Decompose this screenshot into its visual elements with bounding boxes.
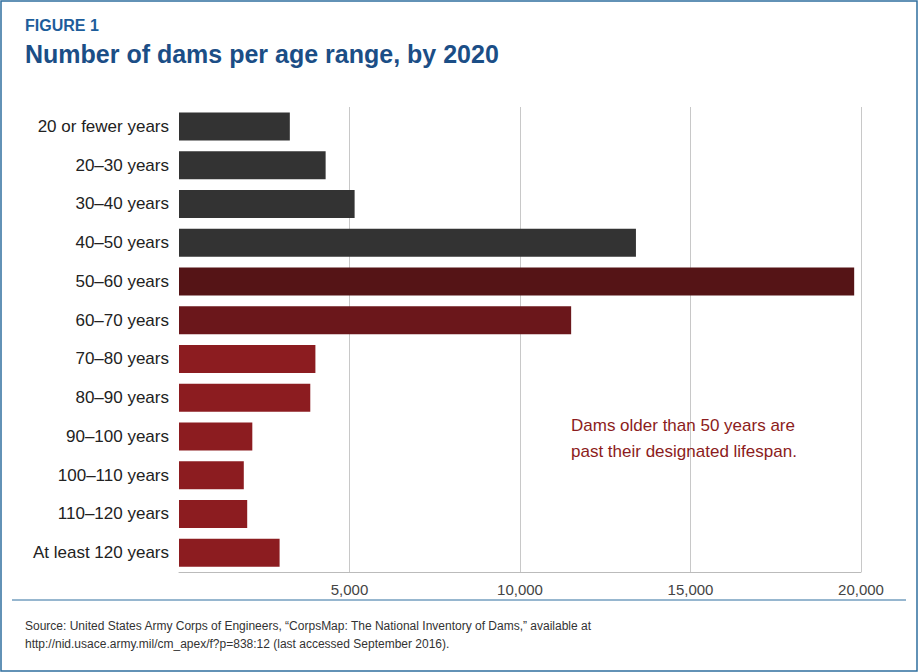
svg-text:5,000: 5,000 xyxy=(331,581,369,598)
svg-text:20 or fewer years: 20 or fewer years xyxy=(38,117,169,136)
svg-text:15,000: 15,000 xyxy=(668,581,714,598)
svg-text:10,000: 10,000 xyxy=(497,581,543,598)
svg-text:100–110 years: 100–110 years xyxy=(58,466,169,485)
svg-text:30–40 years: 30–40 years xyxy=(75,194,169,213)
svg-text:60–70 years: 60–70 years xyxy=(75,311,169,330)
svg-text:http://nid.usace.army.mil/cm_a: http://nid.usace.army.mil/cm_apex/f?p=83… xyxy=(25,637,449,651)
svg-text:20,000: 20,000 xyxy=(838,581,884,598)
svg-text:FIGURE 1: FIGURE 1 xyxy=(25,17,99,34)
svg-text:20–30 years: 20–30 years xyxy=(75,156,169,175)
svg-text:Dams older than 50 years are: Dams older than 50 years are xyxy=(571,416,795,435)
svg-text:At least 120 years: At least 120 years xyxy=(33,543,169,562)
svg-text:110–120 years: 110–120 years xyxy=(58,504,169,523)
svg-text:80–90 years: 80–90 years xyxy=(75,388,169,407)
svg-text:50–60 years: 50–60 years xyxy=(75,272,169,291)
svg-text:90–100 years: 90–100 years xyxy=(66,427,169,446)
svg-text:40–50 years: 40–50 years xyxy=(75,233,169,252)
svg-text:Source: United States Army Cor: Source: United States Army Corps of Engi… xyxy=(25,619,592,633)
svg-text:70–80 years: 70–80 years xyxy=(75,349,169,368)
svg-text:past their designated lifespan: past their designated lifespan. xyxy=(571,442,797,461)
svg-text:Number of dams per age range,: Number of dams per age range, by 2020 xyxy=(25,40,499,68)
